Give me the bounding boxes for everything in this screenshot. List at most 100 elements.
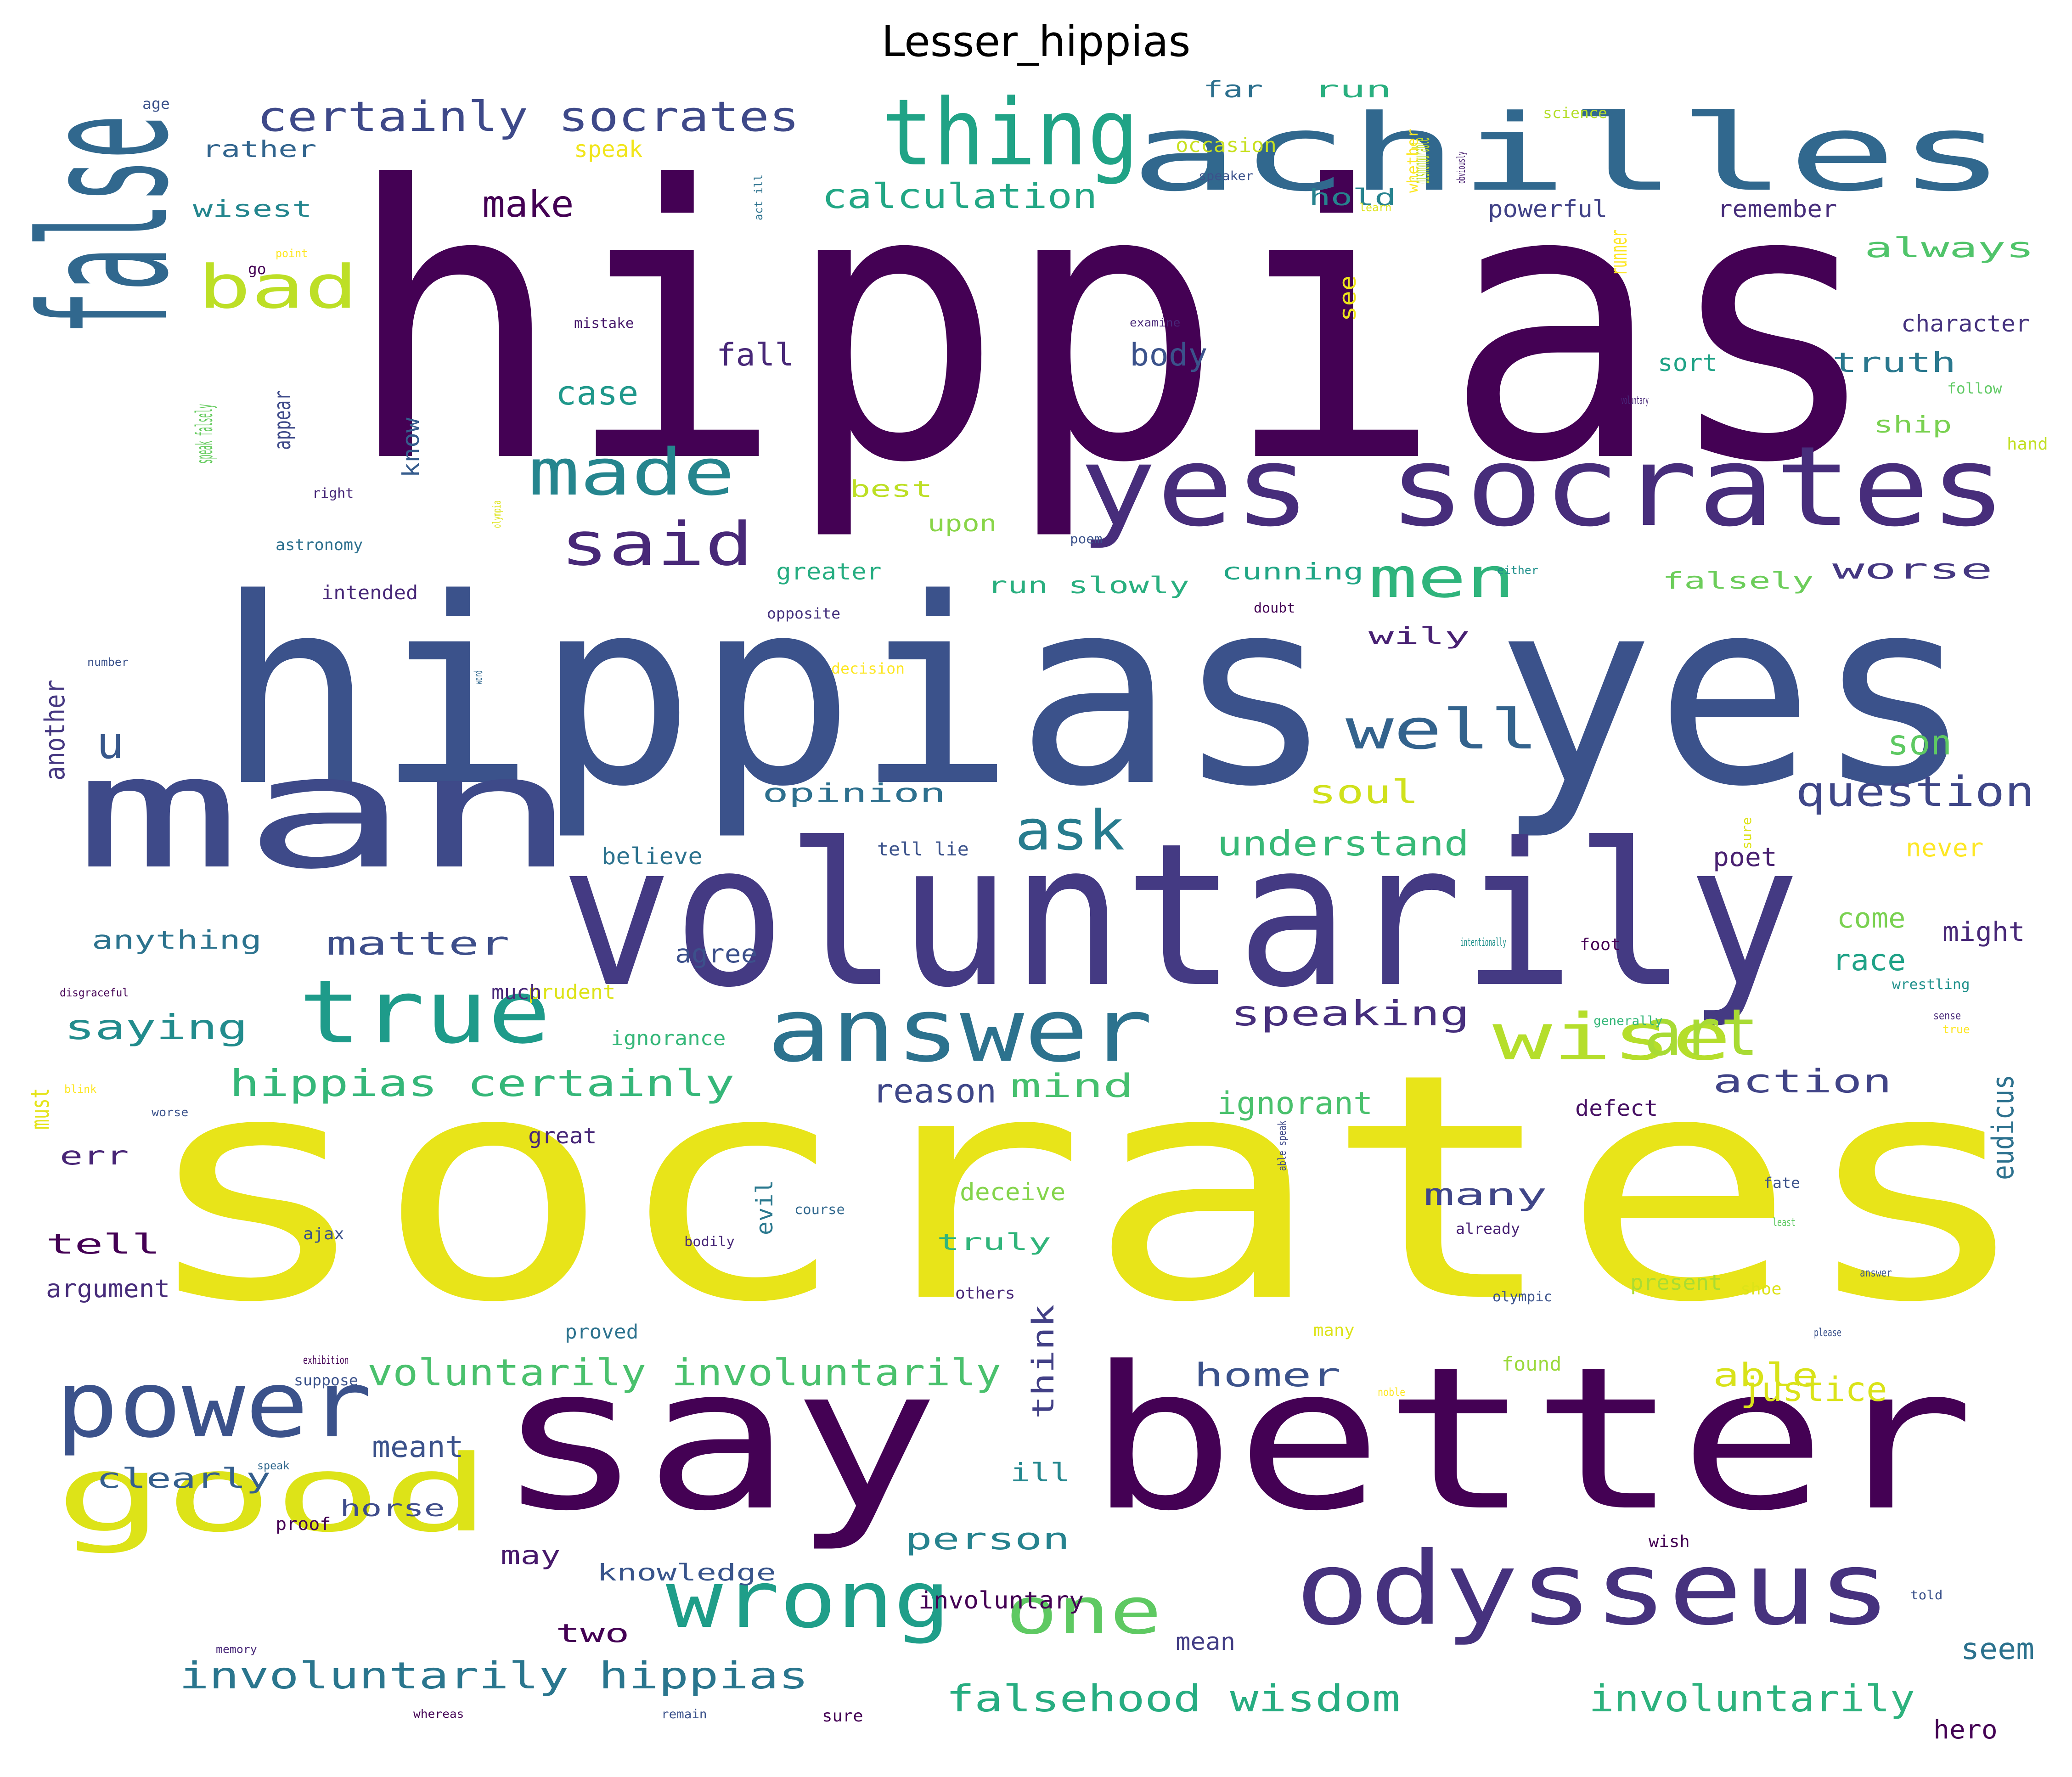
word-cloud-word: ask xyxy=(1015,799,1125,863)
word-cloud-word: might xyxy=(1942,916,2025,947)
word-cloud-word: homer xyxy=(1194,1356,1341,1394)
word-cloud-word: wrong xyxy=(666,1555,951,1646)
word-cloud-word: certainly socrates xyxy=(257,93,800,141)
word-cloud-word: thing xyxy=(882,79,1139,186)
word-cloud-word: question xyxy=(1796,768,2035,816)
word-cloud-word: yes socrates xyxy=(1079,422,2007,551)
word-cloud-word: said xyxy=(560,509,754,579)
word-cloud-word: hand xyxy=(2007,435,2048,454)
word-cloud-word: act ill xyxy=(752,174,765,220)
word-cloud-word: son xyxy=(1887,722,1952,763)
word-cloud-word: told xyxy=(1910,1587,1943,1603)
word-cloud-word: generally xyxy=(1593,1014,1663,1028)
word-cloud-word: never xyxy=(1906,833,1984,862)
word-cloud-word: body xyxy=(1130,337,1208,373)
word-cloud-word: see xyxy=(1334,275,1361,321)
word-cloud-word: falsehood wisdom xyxy=(946,1677,1401,1720)
word-cloud-word: mistake xyxy=(574,315,634,332)
word-cloud-word: reason xyxy=(873,1072,997,1110)
word-cloud-word: involuntary xyxy=(918,1587,1084,1614)
word-cloud-word: hippias yes xyxy=(216,544,1975,843)
word-cloud-word: runner xyxy=(1605,230,1632,276)
word-cloud-word: learn xyxy=(1359,201,1392,214)
word-cloud-word: speak falsely xyxy=(191,404,218,464)
word-cloud-word: wrestling xyxy=(1892,977,1970,993)
word-cloud-word: must xyxy=(25,1088,55,1130)
word-cloud-word: intended xyxy=(321,581,418,604)
word-cloud-word: knowledge xyxy=(597,1559,776,1586)
word-cloud-word: always xyxy=(1864,232,2034,264)
word-cloud-word: deceive xyxy=(960,1178,1066,1206)
word-cloud-word: seem xyxy=(1961,1632,2035,1666)
word-cloud-word: appear xyxy=(269,390,296,450)
word-cloud-word: defect xyxy=(1575,1096,1658,1121)
word-cloud-word: socrates xyxy=(138,1007,2035,1371)
word-cloud-word: astronomy xyxy=(276,536,363,554)
word-cloud-word: hero xyxy=(1933,1715,1998,1745)
word-cloud-word: speak xyxy=(257,1459,290,1472)
word-cloud-word: sure xyxy=(1739,817,1754,849)
word-cloud-word: matter xyxy=(326,925,510,962)
word-cloud-word: worse xyxy=(152,1106,189,1119)
word-cloud-word: foot xyxy=(1580,935,1621,954)
word-cloud-word: greater xyxy=(776,558,882,585)
word-cloud-word: good xyxy=(55,1433,491,1556)
word-cloud-word: evil xyxy=(751,1180,778,1235)
word-cloud-word: olympic xyxy=(1492,1289,1553,1305)
word-cloud-word: made xyxy=(528,435,735,510)
word-cloud-word: eudicus xyxy=(1986,1074,2021,1180)
word-cloud-word: occasion xyxy=(1176,134,1277,157)
word-cloud-word: able speak xyxy=(1276,1120,1289,1171)
word-cloud-word: remain xyxy=(661,1707,707,1721)
word-cloud-word: understand xyxy=(1217,823,1470,864)
word-cloud-word: ignorant xyxy=(1217,1085,1373,1122)
word-cloud-word: worse xyxy=(1832,553,1993,585)
word-cloud-word: disgraceful xyxy=(60,986,129,999)
word-cloud-word: intentionally xyxy=(1460,936,1506,949)
word-cloud-word: saying xyxy=(64,1007,248,1047)
word-cloud-word: proof xyxy=(276,1514,331,1534)
word-cloud-word: remember xyxy=(1717,196,1837,223)
word-cloud-word: shoe xyxy=(1740,1280,1782,1299)
word-cloud-word: involuntarily xyxy=(1589,1677,1915,1720)
word-cloud-word: person xyxy=(905,1522,1070,1557)
word-cloud-word: please xyxy=(1814,1326,1841,1339)
word-cloud-word: wish xyxy=(1649,1532,1690,1551)
word-cloud-word: many xyxy=(1313,1321,1355,1340)
word-cloud-word: case xyxy=(556,374,639,412)
word-cloud-word: horse xyxy=(340,1495,445,1522)
word-cloud-word: man xyxy=(73,722,579,904)
word-cloud-word: ship xyxy=(1874,411,1952,438)
word-cloud-word: soul xyxy=(1309,773,1419,811)
word-cloud-word: true xyxy=(1942,1023,1970,1036)
word-cloud-word: powerful xyxy=(1488,196,1608,223)
word-cloud-word: memory xyxy=(216,1643,257,1656)
word-cloud-word: age xyxy=(142,95,170,112)
word-cloud-word: rather xyxy=(202,136,317,163)
word-cloud-word: well xyxy=(1346,698,1538,762)
word-cloud-word: wisest xyxy=(193,196,312,222)
word-cloud-word: speaker xyxy=(1199,169,1254,183)
word-cloud-word: whereas xyxy=(413,1707,464,1721)
word-cloud-word: hippias xyxy=(344,107,1883,545)
word-cloud-word: calculation xyxy=(822,176,1098,216)
word-cloud-word: wily xyxy=(1368,623,1470,649)
word-cloud-word: whether xyxy=(1404,129,1421,193)
word-cloud-word: many xyxy=(1424,1178,1548,1212)
word-cloud-word: achilles xyxy=(1130,92,2007,215)
word-cloud-word: speaking xyxy=(1231,993,1470,1034)
word-cloud-word: odysseus xyxy=(1295,1530,1892,1648)
word-cloud-word: least xyxy=(1773,1216,1796,1229)
word-cloud-word: poet xyxy=(1713,843,1777,872)
word-cloud-word: able xyxy=(1713,1356,1819,1394)
word-cloud-word: think xyxy=(1026,1304,1061,1419)
word-cloud-word: noble xyxy=(1378,1386,1406,1399)
word-cloud-word: cunning xyxy=(1222,558,1364,585)
word-cloud-word: doubt xyxy=(1254,600,1295,616)
word-cloud-word: answer xyxy=(767,980,1153,1081)
word-cloud-word: course xyxy=(794,1202,845,1217)
word-cloud-word: right xyxy=(312,485,354,501)
word-cloud-word: sort xyxy=(1658,349,1718,377)
word-cloud-word: sure xyxy=(822,1707,863,1726)
